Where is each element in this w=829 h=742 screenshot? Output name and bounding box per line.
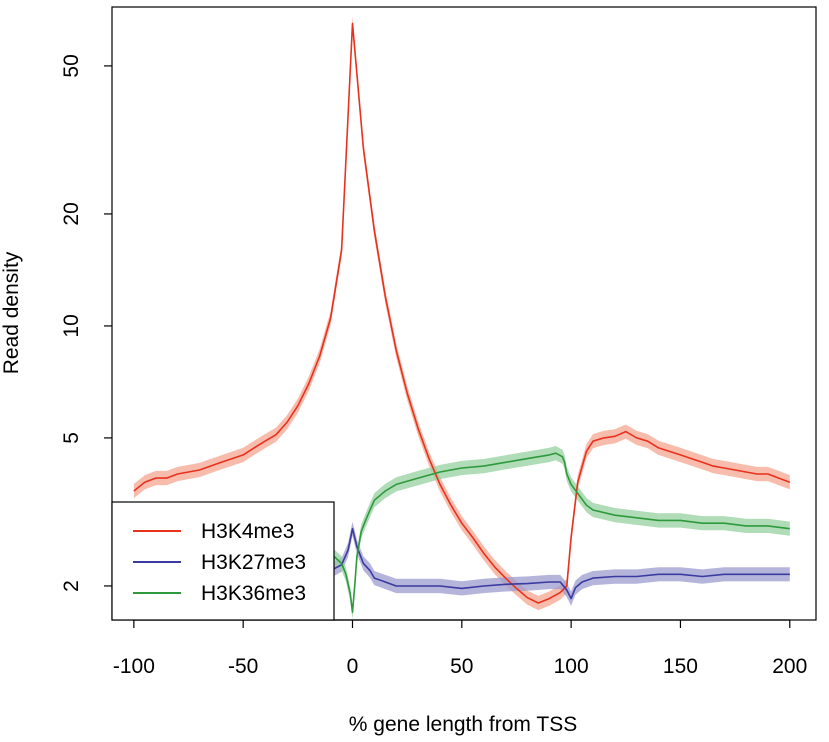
x-tick-label: -50 xyxy=(228,655,258,678)
x-tick-label: 150 xyxy=(663,655,698,678)
y-tick-label: 5 xyxy=(60,432,83,444)
x-tick-label: 200 xyxy=(772,655,807,678)
y-tick-label: 20 xyxy=(60,202,83,225)
x-axis-title: % gene length from TSS xyxy=(349,713,577,736)
y-axis-title: Read density xyxy=(0,251,23,374)
x-tick-label: 0 xyxy=(347,655,359,678)
legend: H3K4me3 H3K27me3 H3K36me3 xyxy=(111,501,335,621)
legend-label-h3k36me3: H3K36me3 xyxy=(201,582,306,605)
legend-label-h3k4me3: H3K4me3 xyxy=(201,520,294,543)
legend-label-h3k27me3: H3K27me3 xyxy=(201,551,306,574)
y-tick-label: 2 xyxy=(60,580,83,592)
y-axis: 2 5 10 20 50 xyxy=(60,54,112,592)
x-tick-label: 100 xyxy=(554,655,589,678)
y-tick-label: 10 xyxy=(60,314,83,337)
legend-box xyxy=(111,501,335,621)
series-line-h3k4me3 xyxy=(133,22,791,604)
x-tick-label: 50 xyxy=(450,655,473,678)
x-axis: -100 -50 0 50 100 150 200 xyxy=(113,619,807,678)
x-tick-label: -100 xyxy=(113,655,155,678)
y-tick-label: 50 xyxy=(60,54,83,77)
